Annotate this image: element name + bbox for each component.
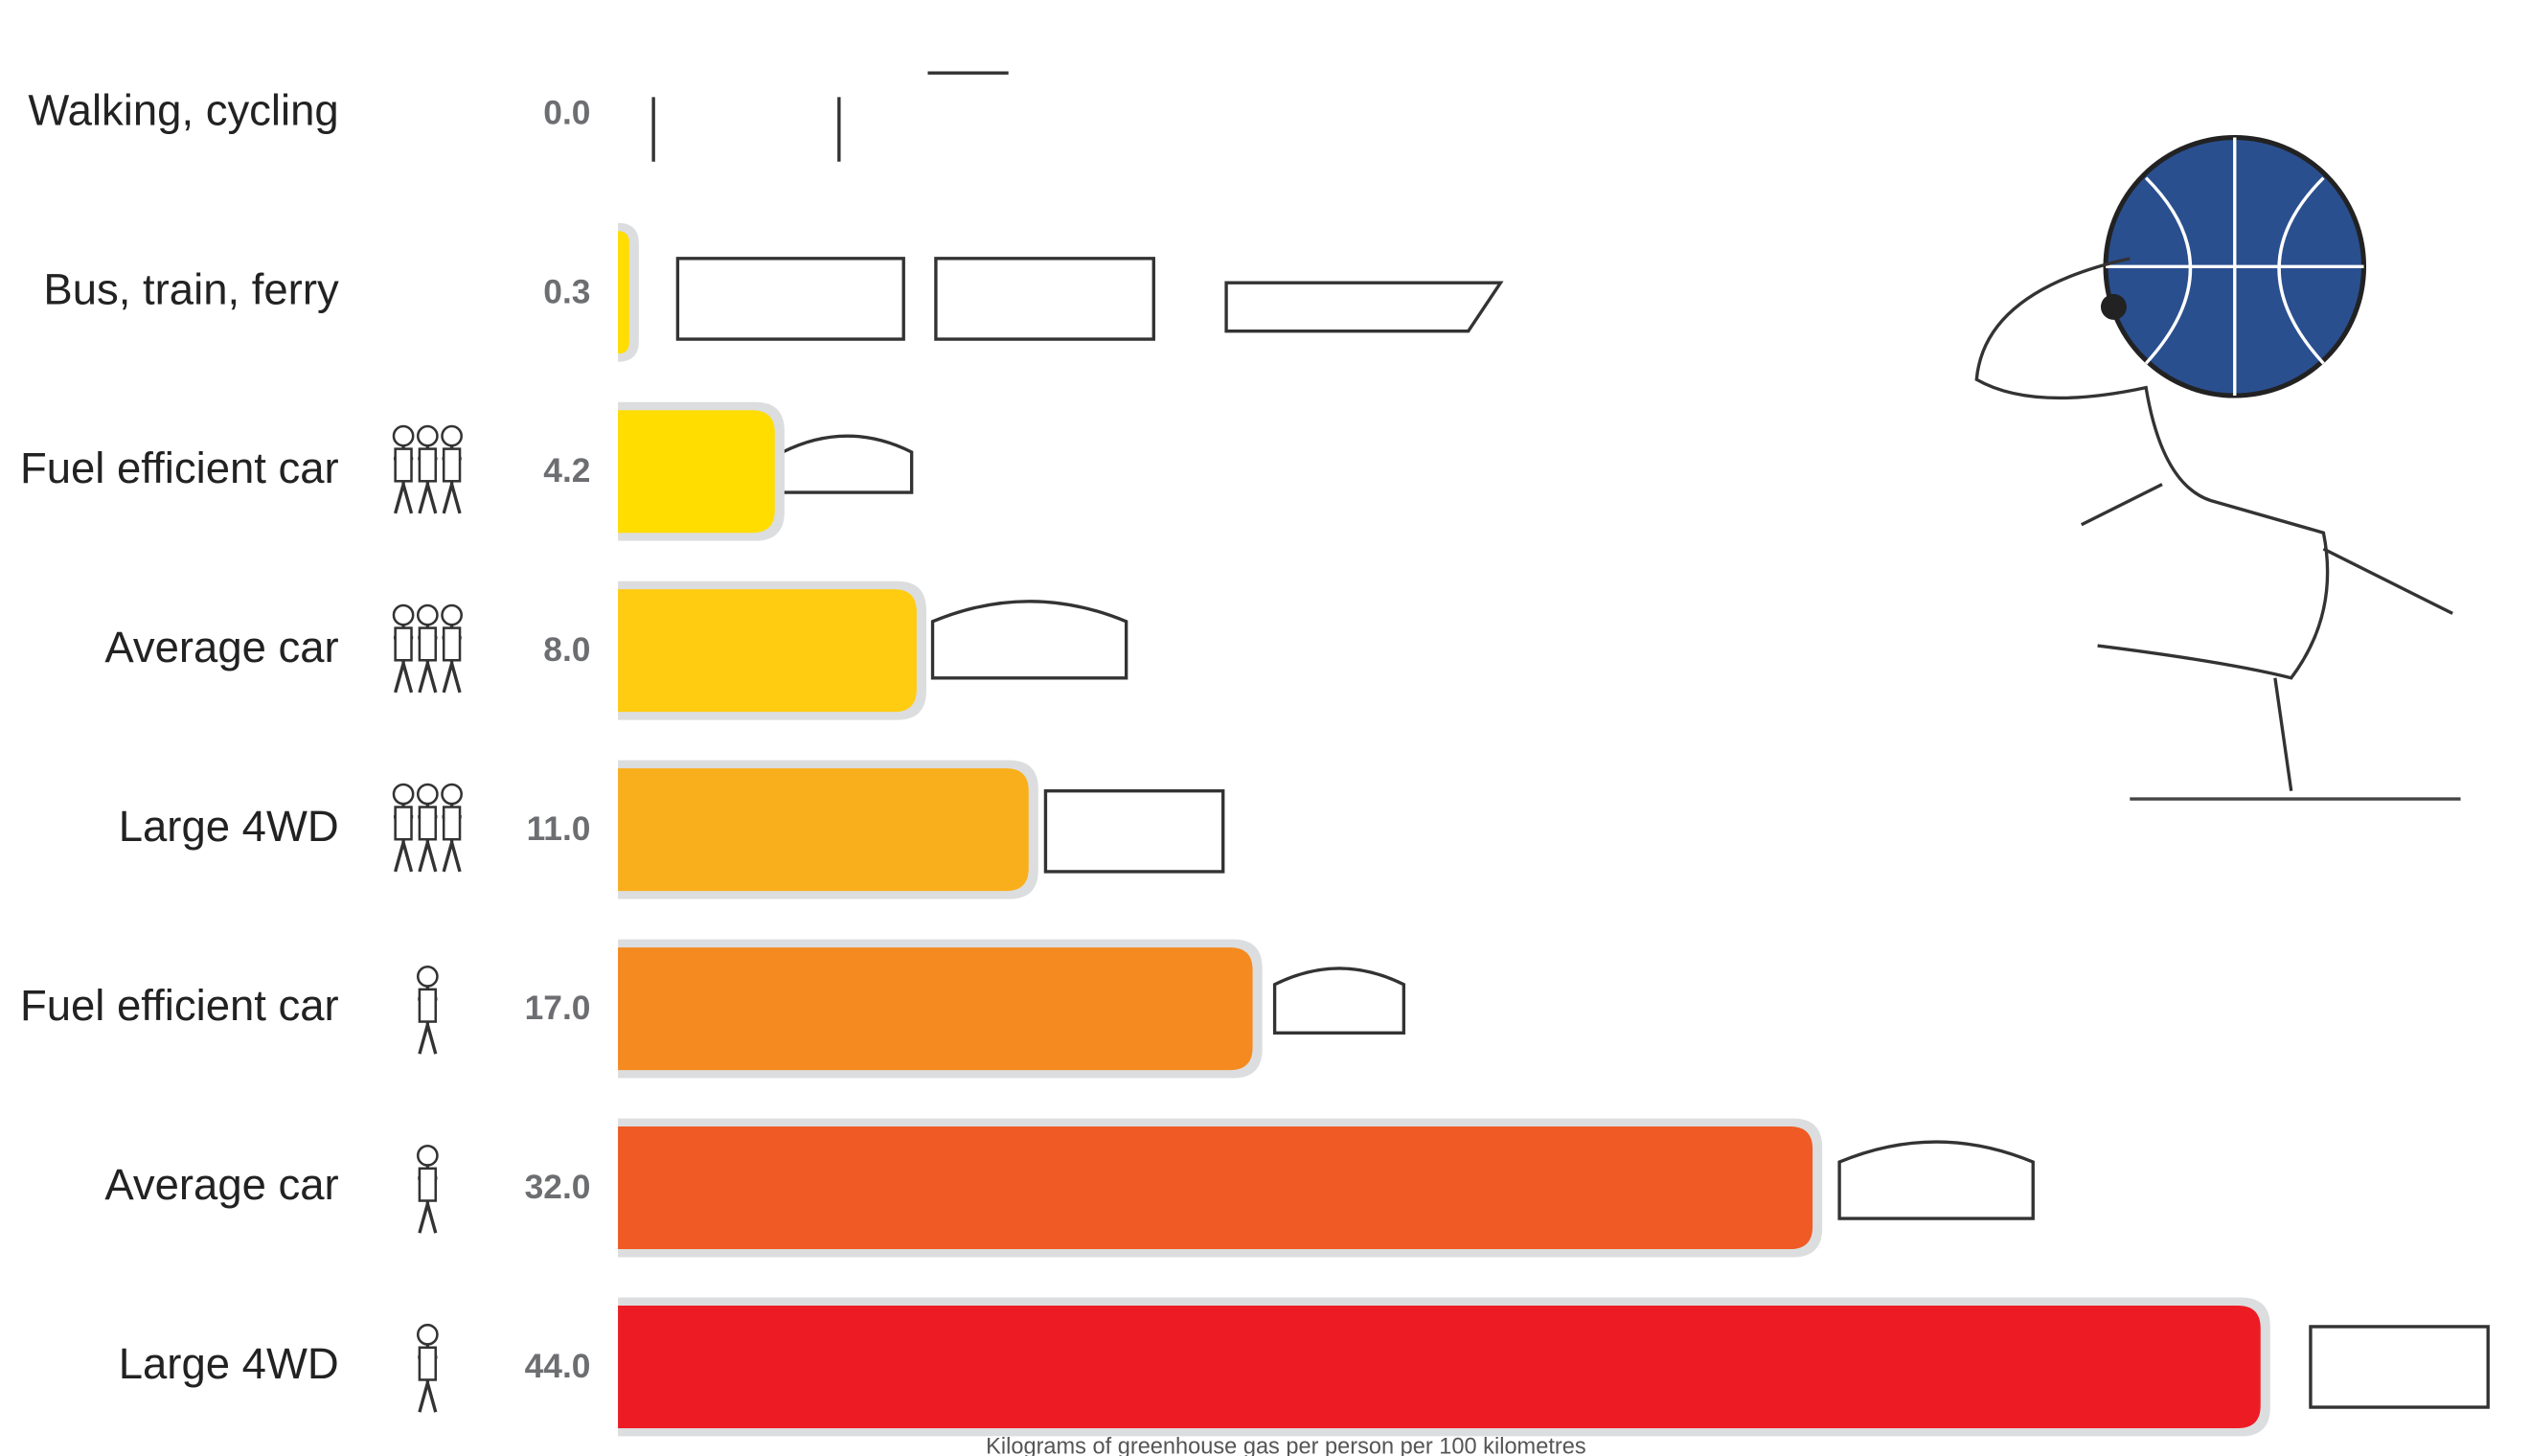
value-label: 0.3 [543,273,590,310]
bar [618,947,1253,1071]
bar [618,410,775,534]
vehicle-sketches [651,71,2490,1409]
category-label: Large 4WD [119,1339,339,1388]
value-label: 44.0 [525,1348,591,1385]
people-icons [392,424,464,1414]
category-label: Bus, train, ferry [43,264,339,313]
globe-character [1974,135,2461,801]
value-label: 32.0 [525,1169,591,1206]
value-label: 4.2 [543,452,590,489]
bar [618,231,629,354]
category-label: Average car [104,623,338,671]
value-label: 0.0 [543,94,590,131]
bar [618,1126,1813,1250]
bar [618,589,917,713]
value-label: 8.0 [543,631,590,669]
category-label: Average car [104,1160,338,1209]
axis-label: Kilograms of greenhouse gas per person p… [986,1433,1585,1456]
category-label: Walking, cycling [28,85,338,134]
category-label: Fuel efficient car [20,981,339,1030]
category-label: Large 4WD [119,802,339,851]
bar [618,1305,2261,1428]
bar [618,768,1029,892]
category-label: Fuel efficient car [20,444,339,492]
value-label: 11.0 [527,810,591,848]
value-label: 17.0 [525,990,591,1027]
